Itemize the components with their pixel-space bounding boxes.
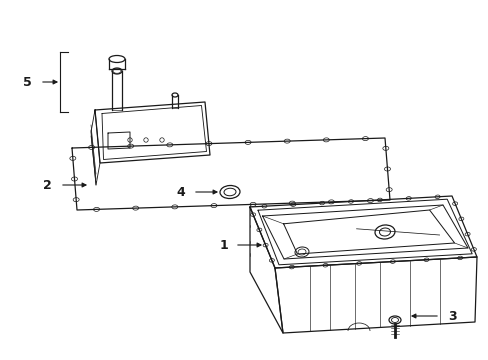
Text: 5: 5: [23, 76, 32, 89]
Text: 1: 1: [219, 239, 227, 252]
Text: 3: 3: [447, 310, 456, 323]
Text: 2: 2: [43, 179, 52, 192]
Text: 4: 4: [176, 185, 184, 198]
